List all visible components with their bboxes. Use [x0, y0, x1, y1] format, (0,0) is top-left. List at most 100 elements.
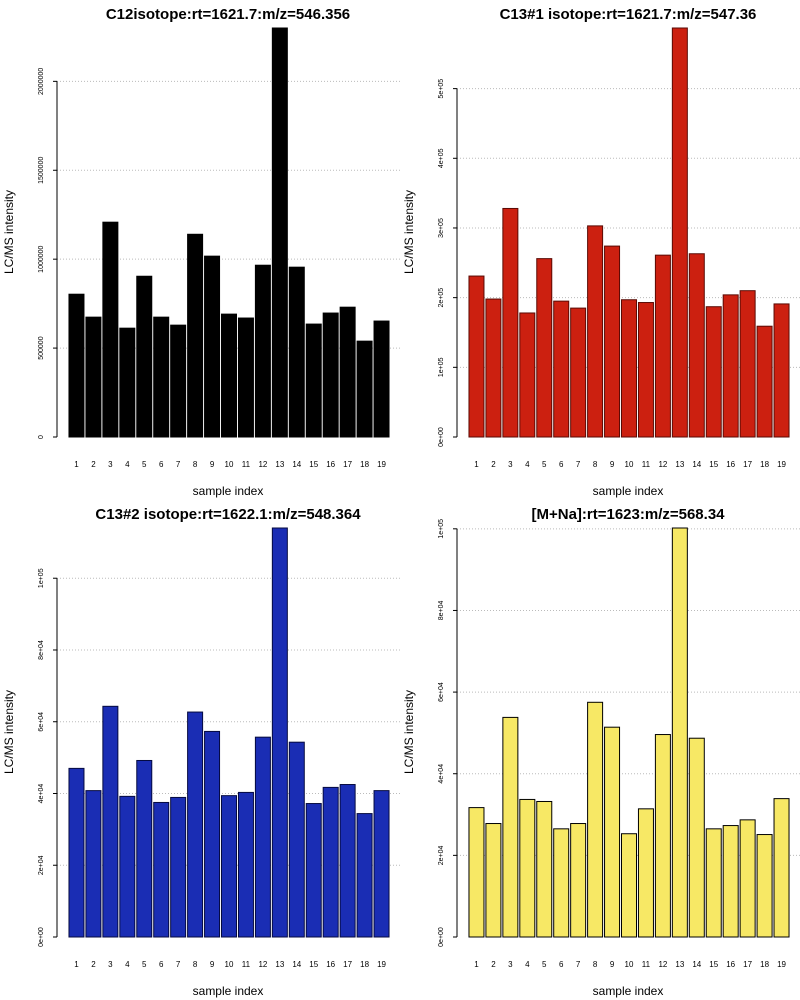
bar — [85, 790, 102, 938]
bar — [722, 825, 739, 938]
bar — [85, 316, 102, 438]
bar — [119, 327, 136, 438]
bar — [621, 299, 637, 438]
x-tick-label: 2 — [491, 960, 496, 969]
x-tick-label: 11 — [642, 460, 651, 469]
y-axis-label: LC/MS intensity — [2, 690, 16, 774]
x-tick-label: 9 — [610, 960, 615, 969]
x-tick-label: 14 — [292, 960, 301, 969]
bar — [254, 736, 271, 938]
x-tick-label: 18 — [760, 960, 769, 969]
y-tick-label: 0 — [38, 435, 45, 439]
bar — [339, 784, 356, 938]
bar — [536, 258, 553, 438]
x-tick-label: 1 — [74, 460, 79, 469]
bar — [468, 275, 485, 438]
x-tick-label: 3 — [108, 460, 113, 469]
x-tick-label: 10 — [225, 460, 234, 469]
bar — [305, 323, 322, 438]
bar — [322, 312, 339, 438]
bar — [587, 701, 604, 938]
x-tick-label: 14 — [692, 960, 701, 969]
bar — [502, 207, 519, 438]
x-tick-label: 15 — [709, 460, 718, 469]
x-axis-label: sample index — [593, 984, 664, 998]
x-tick-label: 1 — [474, 960, 479, 969]
x-tick-label: 3 — [508, 960, 513, 969]
x-tick-label: 19 — [777, 460, 786, 469]
x-tick-label: 4 — [525, 960, 530, 969]
y-tick-label: 1500000 — [38, 157, 45, 184]
x-tick-label: 8 — [193, 460, 198, 469]
x-tick-label: 17 — [743, 460, 752, 469]
bar — [705, 306, 722, 438]
y-tick-label: 1e+05 — [438, 357, 445, 377]
bar — [170, 796, 187, 938]
bar — [637, 302, 654, 438]
bar — [671, 527, 688, 938]
y-tick-label: 0e+00 — [38, 927, 45, 947]
y-tick-label: 2e+05 — [438, 288, 445, 308]
x-tick-label: 16 — [726, 460, 735, 469]
y-tick-label: 2000000 — [38, 68, 45, 95]
bar — [373, 320, 390, 438]
y-tick-label: 4e+04 — [38, 784, 45, 804]
bar — [654, 734, 671, 938]
bar — [485, 823, 502, 938]
bar — [519, 798, 536, 938]
bar — [773, 798, 790, 938]
x-tick-label: 6 — [559, 460, 564, 469]
bar — [187, 711, 204, 938]
bar — [339, 306, 356, 438]
x-tick-label: 8 — [593, 460, 598, 469]
bar — [587, 225, 604, 438]
bar — [536, 800, 553, 938]
y-tick-label: 5e+05 — [438, 79, 445, 99]
bar — [356, 813, 373, 938]
x-tick-label: 8 — [593, 960, 598, 969]
x-tick-label: 15 — [309, 460, 318, 469]
bar — [654, 254, 671, 438]
bar — [553, 828, 570, 938]
bar — [356, 340, 373, 438]
x-tick-label: 13 — [275, 960, 284, 969]
x-tick-label: 19 — [777, 960, 786, 969]
bar — [136, 759, 153, 938]
x-tick-label: 10 — [625, 460, 634, 469]
bar — [570, 823, 587, 938]
bar — [102, 221, 119, 438]
bar — [254, 264, 271, 438]
x-tick-label: 12 — [258, 960, 267, 969]
bar — [502, 716, 519, 938]
x-tick-label: 12 — [258, 460, 267, 469]
y-axis-label: LC/MS intensity — [2, 190, 16, 274]
y-tick-label: 8e+04 — [438, 601, 445, 621]
bar — [204, 730, 221, 938]
bar — [153, 316, 170, 438]
bar — [170, 324, 187, 438]
x-tick-label: 7 — [576, 460, 581, 469]
x-tick-label: 13 — [275, 460, 284, 469]
x-tick-label: 12 — [658, 960, 667, 969]
bar — [187, 233, 204, 438]
bar — [756, 325, 773, 438]
y-tick-label: 1e+05 — [38, 568, 45, 588]
y-tick-label: 0e+00 — [438, 927, 445, 947]
x-tick-label: 5 — [542, 960, 547, 969]
chart-title: [M+Na]:rt=1623:m/z=568.34 — [531, 506, 725, 523]
x-tick-label: 9 — [610, 460, 615, 469]
bar — [722, 294, 739, 438]
y-tick-label: 500000 — [38, 336, 45, 359]
x-tick-label: 18 — [360, 460, 369, 469]
x-tick-label: 6 — [159, 460, 164, 469]
bar — [468, 807, 485, 938]
x-tick-label: 10 — [625, 960, 634, 969]
bar — [570, 307, 587, 438]
bar — [288, 266, 305, 438]
x-tick-label: 16 — [326, 960, 335, 969]
x-tick-label: 7 — [576, 960, 581, 969]
x-axis-label: sample index — [193, 984, 264, 998]
x-tick-label: 4 — [125, 460, 130, 469]
bar — [688, 737, 705, 938]
bar — [305, 803, 322, 938]
